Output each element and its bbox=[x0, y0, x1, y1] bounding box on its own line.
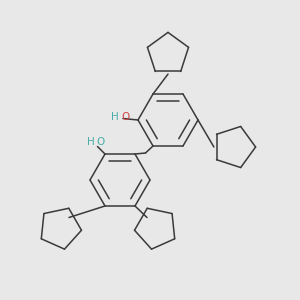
Text: O: O bbox=[121, 112, 130, 122]
Text: H: H bbox=[111, 112, 119, 122]
Text: O: O bbox=[97, 137, 105, 147]
Text: H: H bbox=[87, 137, 94, 147]
